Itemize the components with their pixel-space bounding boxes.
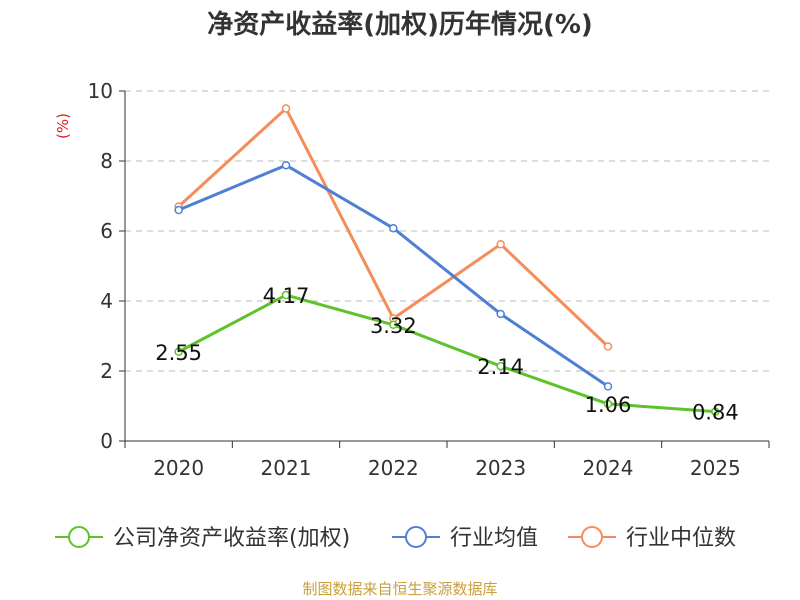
x-tick-label-2020: 2020: [153, 456, 204, 480]
data-point-s0-2025: [711, 407, 720, 416]
data-point-s0-2021: [281, 290, 291, 300]
legend-item-0: 公司净资产收益率(加权): [55, 526, 350, 551]
grid-lines: [125, 90, 769, 372]
data-point-s2-2024: [603, 342, 613, 351]
data-point-s0-2020: [174, 347, 183, 356]
series-line-0: [177, 293, 716, 414]
chart-title: 净资产收益率(加权)历年情况(%): [207, 10, 593, 40]
y-tick-label: 8: [100, 149, 113, 173]
y-tick-label: 10: [88, 79, 113, 103]
legend-item-2: 行业中位数: [568, 526, 736, 551]
data-point-s2-2023: [496, 240, 505, 249]
axes: 0 2 4 6 8 10 2020 2021 2022 2023 2024 2025 (%): [54, 79, 770, 480]
data-point-s0-2023: [496, 361, 505, 371]
y-tick-label: 4: [100, 289, 113, 313]
data-point-s1-2024: [603, 382, 613, 391]
data-labels: 2.55 4.17 3.32 2.14 1.06 0.84: [155, 284, 738, 425]
data-label-2025: 0.84: [692, 401, 739, 425]
data-label-2021: 4.17: [263, 284, 310, 308]
legend-item-1: 行业均值: [392, 526, 538, 551]
data-point-s1-2020: [174, 205, 183, 215]
y-tick-label: 2: [100, 359, 113, 383]
legend-label: 公司净资产收益率(加权): [113, 526, 350, 551]
x-tick-label-2022: 2022: [368, 456, 419, 480]
data-point-s0-2024: [603, 399, 613, 409]
legend-label: 行业中位数: [626, 526, 736, 551]
x-tick-label-2023: 2023: [475, 456, 526, 480]
legend-marker: [405, 526, 427, 548]
data-label-2022: 3.32: [370, 314, 417, 338]
x-tick-label-2025: 2025: [690, 456, 741, 480]
y-axis-label: (%): [54, 113, 72, 139]
data-point-s1-2021: [281, 160, 291, 170]
data-point-s1-2022: [389, 223, 398, 233]
source-note: 制图数据来自恒生聚源数据库: [302, 580, 498, 598]
legend-label: 行业均值: [450, 526, 538, 551]
x-tick-label-2024: 2024: [583, 456, 634, 480]
legend-marker: [68, 526, 90, 548]
series-line-1: [178, 163, 609, 388]
series-lines: [174, 104, 720, 416]
data-point-s2-2021: [281, 104, 291, 113]
legend: 公司净资产收益率(加权) 行业均值 行业中位数: [55, 526, 736, 551]
y-tick-label: 6: [100, 219, 113, 243]
data-point-s0-2022: [389, 320, 398, 330]
y-tick-label: 0: [100, 429, 113, 453]
data-label-2023: 2.14: [477, 355, 524, 379]
data-label-2024: 1.06: [585, 393, 632, 417]
legend-marker: [581, 526, 603, 548]
data-point-s1-2023: [496, 309, 505, 319]
x-tick-label-2021: 2021: [261, 456, 312, 480]
data-label-2020: 2.55: [155, 341, 202, 365]
